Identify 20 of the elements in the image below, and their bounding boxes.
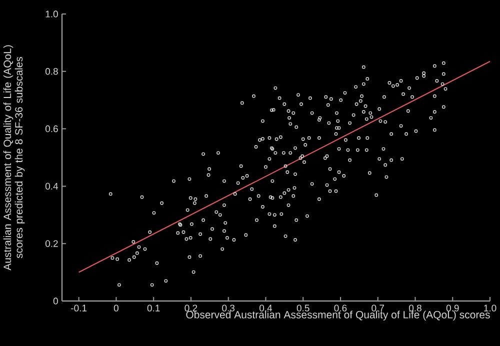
x-tick-label: 0.1 — [147, 304, 160, 312]
x-tick-label: 0.7 — [372, 304, 384, 312]
y-tick-label: 0.2 — [45, 240, 58, 247]
y-tick-label: 1.0 — [46, 10, 58, 18]
x-tick-label: 0.2 — [184, 304, 198, 312]
y-tick-label: 0.6 — [45, 125, 58, 132]
x-tick-label: 0 — [114, 304, 118, 312]
x-tick-label: -0.1 — [71, 304, 87, 312]
x-tick-label: 0.3 — [222, 304, 235, 312]
x-tick-label: 0.5 — [296, 304, 310, 312]
x-tick-label: 0.8 — [409, 304, 422, 312]
x-axis-title: Observed Australian Assessment of Quality of Life (AQoL) scores — [186, 310, 490, 320]
x-tick-label: 1.0 — [484, 304, 496, 312]
x-tick-label: 0.4 — [260, 304, 272, 312]
y-axis-title: Australian Assessment of Quality of Life (AQoL) scores predicted by the 8 SF-36 subscales — [3, 45, 25, 270]
y-tick-label: 0 — [53, 298, 58, 304]
x-tick-label: 0.6 — [334, 304, 347, 312]
y-tick-label: 0.8 — [45, 68, 58, 75]
x-tick-label: 0.9 — [446, 304, 459, 312]
y-tick-label: 0.4 — [45, 182, 58, 190]
